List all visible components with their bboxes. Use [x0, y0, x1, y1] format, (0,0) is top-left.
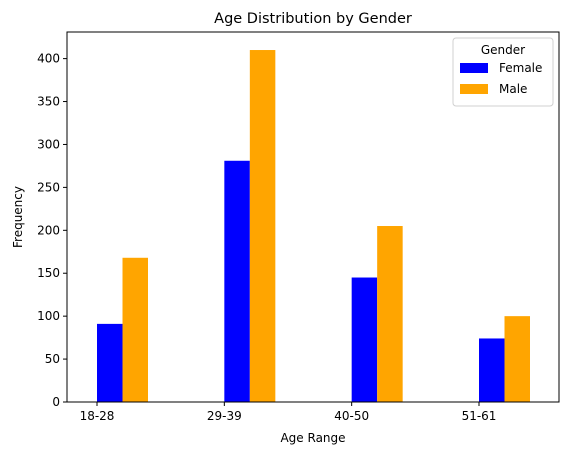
legend-label-female: Female	[499, 61, 542, 75]
bar-female-40-50	[351, 277, 378, 402]
legend: Gender Female Male	[452, 37, 554, 107]
x-tick-label: 40-50	[334, 409, 369, 423]
y-axis: 0 50 100 150 200 250 300 350 400	[37, 52, 67, 409]
legend-label-male: Male	[499, 82, 527, 96]
x-axis: 18-28 29-39 40-50 51-61	[80, 402, 497, 423]
y-tick-label: 350	[37, 95, 60, 109]
x-tick-label: 18-28	[80, 409, 115, 423]
bar-male-51-61	[504, 316, 530, 402]
y-tick-label: 250	[37, 180, 60, 194]
bar-male-18-28	[122, 257, 148, 402]
bar-female-51-61	[479, 338, 505, 402]
y-tick-label: 300	[37, 137, 60, 151]
y-tick-label: 400	[37, 52, 60, 66]
legend-swatch-female	[460, 63, 488, 73]
y-tick-label: 150	[37, 266, 60, 280]
bar-male-29-39	[249, 50, 276, 403]
x-axis-label: Age Range	[280, 431, 345, 445]
bars-group	[97, 50, 530, 403]
chart-title: Age Distribution by Gender	[214, 11, 412, 27]
y-tick-label: 0	[52, 395, 60, 409]
legend-title: Gender	[481, 43, 525, 57]
bar-male-40-50	[377, 226, 403, 402]
plot-frame	[66, 31, 560, 403]
y-tick-label: 100	[37, 309, 60, 323]
x-tick-label: 29-39	[207, 409, 242, 423]
x-tick-label: 51-61	[462, 409, 497, 423]
bar-female-18-28	[97, 323, 123, 402]
bar-female-29-39	[224, 160, 250, 402]
y-tick-label: 50	[45, 352, 60, 366]
legend-swatch-male	[460, 84, 488, 94]
y-tick-label: 200	[37, 223, 60, 237]
y-axis-label: Frequency	[11, 186, 25, 248]
